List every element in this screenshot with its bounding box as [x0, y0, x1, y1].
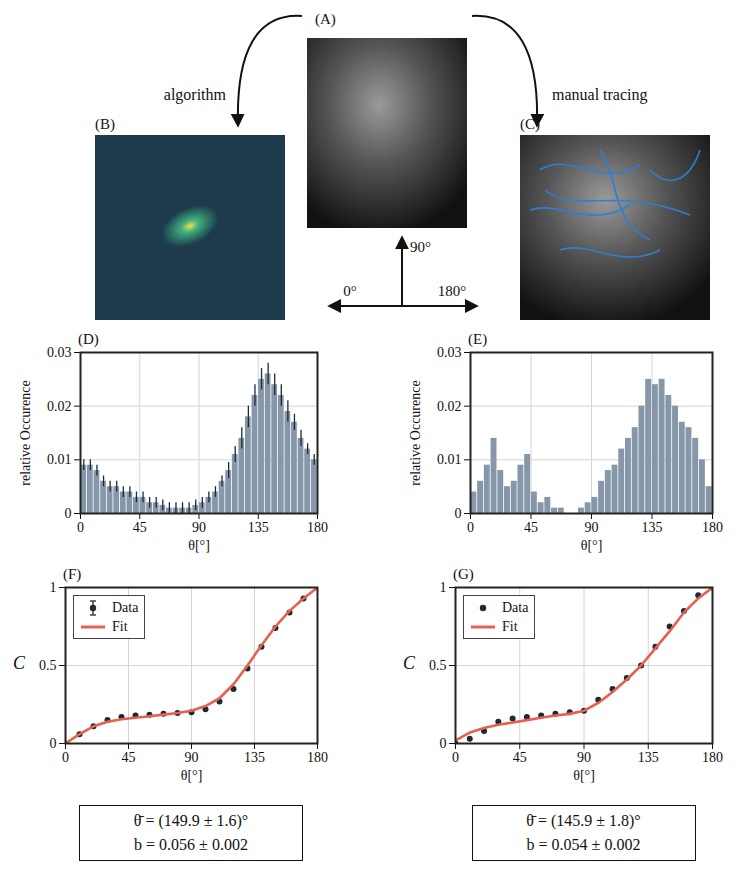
- svg-text:90°: 90°: [410, 239, 431, 255]
- svg-text:θ[°]: θ[°]: [581, 538, 603, 553]
- svg-text:θ[°]: θ[°]: [573, 768, 595, 783]
- html-text:Fit: Fit: [112, 618, 128, 634]
- svg-text:manual tracing: manual tracing: [552, 86, 648, 104]
- html-text:Data: Data: [502, 599, 529, 615]
- svg-text:0.01: 0.01: [437, 452, 462, 467]
- svg-text:0: 0: [452, 750, 459, 765]
- svg-text:0: 0: [467, 520, 474, 535]
- svg-text:(A): (A): [315, 11, 336, 28]
- svg-text:θ[°]: θ[°]: [188, 538, 210, 553]
- svg-text:0: 0: [50, 736, 57, 751]
- svg-text:135: 135: [642, 520, 663, 535]
- svg-text:0: 0: [62, 750, 69, 765]
- svg-text:180: 180: [307, 520, 328, 535]
- html-text:C: C: [403, 653, 415, 673]
- svg-text:0°: 0°: [343, 283, 357, 299]
- svg-text:0.5: 0.5: [429, 658, 447, 673]
- svg-text:algorithm: algorithm: [164, 86, 227, 104]
- html-text:(E): (E): [468, 331, 488, 347]
- svg-text:relative Occurence: relative Occurence: [408, 380, 423, 485]
- html-text:Fit: Fit: [502, 618, 518, 634]
- html-text:(F): (F): [63, 566, 82, 582]
- svg-text:90: 90: [185, 750, 199, 765]
- svg-text:0: 0: [65, 506, 72, 521]
- svg-text:135: 135: [638, 750, 659, 765]
- svg-text:1: 1: [440, 580, 447, 595]
- svg-text:180: 180: [702, 750, 723, 765]
- svg-text:135: 135: [248, 520, 269, 535]
- html-text:C: C: [13, 653, 25, 673]
- svg-text:0.5: 0.5: [39, 658, 57, 673]
- svg-text:180°: 180°: [438, 283, 467, 299]
- html-text:Data: Data: [112, 599, 139, 615]
- svg-text:0.01: 0.01: [47, 452, 72, 467]
- svg-text:θ[°]: θ[°]: [181, 768, 203, 783]
- svg-text:90: 90: [192, 520, 206, 535]
- svg-text:45: 45: [133, 520, 147, 535]
- html-text:b = 0.054 ± 0.002: b = 0.054 ± 0.002: [526, 836, 641, 853]
- html-text:(D): (D): [78, 331, 99, 347]
- svg-text:90: 90: [585, 520, 599, 535]
- svg-text:45: 45: [122, 750, 136, 765]
- svg-text:0: 0: [77, 520, 84, 535]
- svg-text:relative Occurence: relative Occurence: [18, 380, 33, 485]
- svg-text:(B): (B): [95, 116, 115, 133]
- svg-text:(C): (C): [520, 116, 540, 133]
- svg-text:0.02: 0.02: [437, 399, 462, 414]
- svg-text:0.03: 0.03: [47, 345, 72, 360]
- html-text:(G): (G): [453, 566, 474, 582]
- svg-text:90: 90: [577, 750, 591, 765]
- html-text:b = 0.056 ± 0.002: b = 0.056 ± 0.002: [134, 836, 248, 853]
- svg-text:0.02: 0.02: [47, 399, 72, 414]
- html-text:θ̄ = (149.9 ± 1.6)°: θ̄ = (149.9 ± 1.6)°: [133, 812, 249, 829]
- svg-text:135: 135: [244, 750, 265, 765]
- svg-text:0.03: 0.03: [437, 345, 462, 360]
- svg-text:180: 180: [307, 750, 328, 765]
- svg-text:0: 0: [455, 506, 462, 521]
- svg-text:1: 1: [50, 580, 57, 595]
- svg-text:180: 180: [702, 520, 723, 535]
- svg-text:0: 0: [440, 736, 447, 751]
- svg-text:45: 45: [513, 750, 527, 765]
- html-text:θ̄ = (145.9 ± 1.8)°: θ̄ = (145.9 ± 1.8)°: [526, 812, 641, 829]
- svg-text:45: 45: [524, 520, 538, 535]
